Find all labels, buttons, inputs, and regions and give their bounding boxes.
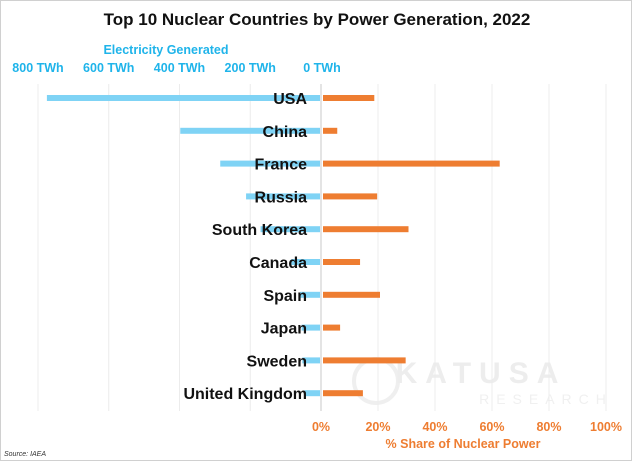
right-tick-label: 20% xyxy=(365,420,390,434)
category-label: United Kingdom xyxy=(183,386,307,403)
category-label: Sweden xyxy=(247,353,307,370)
bar-electricity xyxy=(220,160,320,167)
right-axis-label: % Share of Nuclear Power xyxy=(386,437,541,451)
bar-electricity xyxy=(300,291,320,298)
right-tick-label: 0% xyxy=(312,420,330,434)
bar-nuclear-share xyxy=(323,324,341,331)
bar-electricity xyxy=(304,390,320,397)
chart-title: Top 10 Nuclear Countries by Power Genera… xyxy=(104,10,531,29)
bar-nuclear-share xyxy=(323,357,406,364)
watermark-subtext: RESEARCH xyxy=(479,391,613,407)
bar-nuclear-share xyxy=(323,95,375,101)
category-label: Spain xyxy=(263,288,307,305)
category-label: USA xyxy=(273,91,307,108)
category-label: South Korea xyxy=(212,222,307,239)
watermark-logo-icon xyxy=(352,357,400,405)
category-label: Japan xyxy=(261,321,307,338)
bar-nuclear-share xyxy=(323,193,378,200)
bar-nuclear-share xyxy=(323,160,500,167)
bar-nuclear-share xyxy=(323,226,409,233)
left-tick-label: 600 TWh xyxy=(83,61,134,75)
category-label: Canada xyxy=(249,255,307,272)
right-tick-label: 100% xyxy=(590,420,622,434)
left-axis-label: Electricity Generated xyxy=(103,43,228,57)
right-tick-label: 60% xyxy=(479,420,504,434)
category-label: China xyxy=(263,124,308,141)
left-tick-label: 200 TWh xyxy=(225,61,276,75)
bar-electricity xyxy=(246,193,320,200)
bar-electricity xyxy=(291,259,320,265)
bar-electricity xyxy=(301,324,320,331)
bar-electricity xyxy=(260,226,320,233)
bar-nuclear-share xyxy=(323,127,338,134)
watermark-text: KATUSA xyxy=(396,357,567,390)
bar-electricity xyxy=(302,357,320,364)
bar-electricity xyxy=(180,127,320,134)
source-note: Source: IAEA xyxy=(4,451,47,458)
category-label: Russia xyxy=(255,189,308,206)
bar-electricity xyxy=(46,95,320,101)
left-tick-label: 0 TWh xyxy=(303,61,341,75)
right-tick-label: 40% xyxy=(422,420,447,434)
bar-nuclear-share xyxy=(323,390,363,397)
left-tick-label: 800 TWh xyxy=(12,61,63,75)
bar-nuclear-share xyxy=(323,291,380,298)
left-tick-label: 400 TWh xyxy=(154,61,205,75)
bar-nuclear-share xyxy=(323,259,361,265)
category-label: France xyxy=(255,157,308,174)
right-tick-label: 80% xyxy=(536,420,561,434)
